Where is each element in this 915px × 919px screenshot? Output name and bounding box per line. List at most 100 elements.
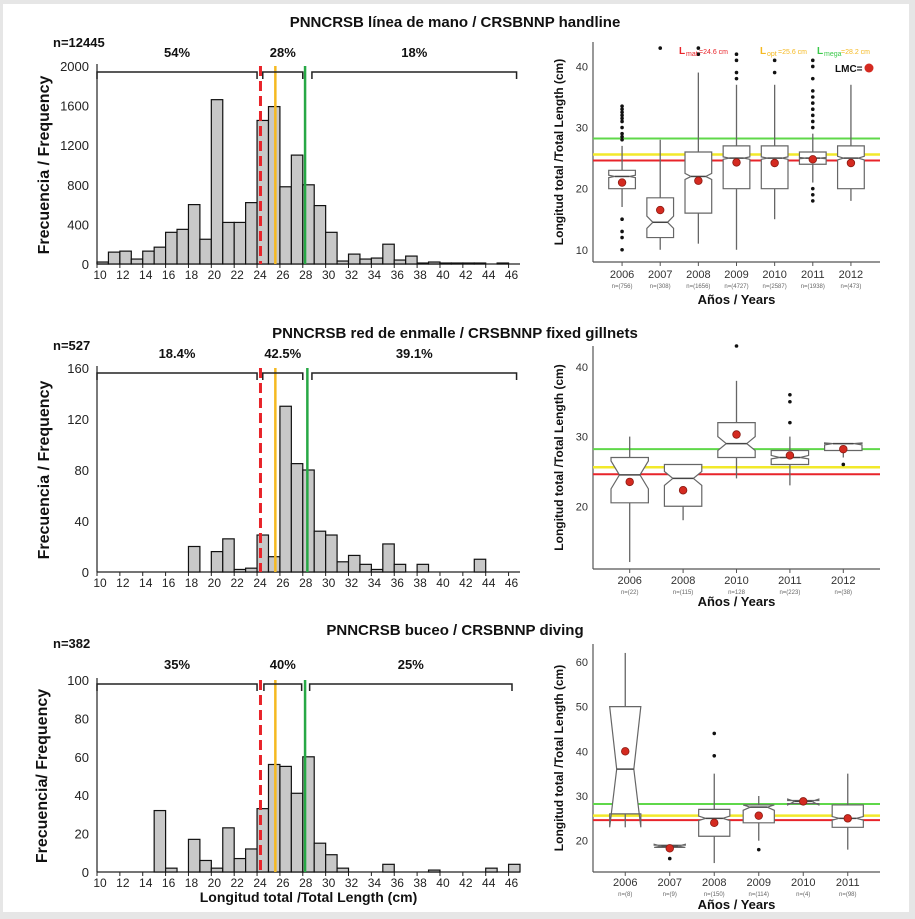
percentage-bracket xyxy=(311,372,518,380)
outlier-point xyxy=(734,76,739,81)
y-tick-label: 40 xyxy=(75,788,89,803)
x-axis-label: Años / Years xyxy=(698,897,776,912)
x-tick-label: 16 xyxy=(162,576,176,590)
x-tick-label: 22 xyxy=(231,876,245,890)
boxplot-panel-diving-boxplot: 20 30 40 50 60 Longitud total /Total Length (… xyxy=(552,644,880,912)
x-tick-label: 34 xyxy=(368,876,382,890)
x-tick-label: 24 xyxy=(253,268,267,282)
outlier-point xyxy=(788,392,792,397)
x-tick-label: 22 xyxy=(231,576,245,590)
y-tick-label: 30 xyxy=(576,791,588,803)
percentage-label: 28% xyxy=(270,45,296,60)
x-tick-label: 30 xyxy=(322,268,336,282)
histogram-bar xyxy=(187,204,201,265)
lmc-mean-point xyxy=(754,811,763,820)
x-tick-label: 2006 xyxy=(617,575,641,587)
outlier-point xyxy=(810,64,815,69)
histogram-bar xyxy=(359,258,372,265)
boxplot-panel-gillnet-boxplot: 20 30 40 Longitud total /Total Length (cm) A… xyxy=(552,344,880,609)
x-tick-label: 36 xyxy=(391,576,405,590)
outlier-point xyxy=(620,137,624,142)
histogram-bar xyxy=(336,260,350,265)
x-tick-label: 30 xyxy=(322,576,336,590)
histogram-bar xyxy=(290,463,304,573)
y-axis-label: Frecuencia/ Frequency xyxy=(34,689,51,863)
x-tick-label: 16 xyxy=(162,876,176,890)
histogram-bar xyxy=(96,261,110,265)
histogram-bar xyxy=(210,99,224,265)
x-tick-label: 14 xyxy=(139,876,153,890)
histogram-bar xyxy=(290,154,304,265)
x-tick-label: 14 xyxy=(139,576,153,590)
x-tick-label: 12 xyxy=(116,268,130,282)
sample-size-label: n=12445 xyxy=(53,35,105,50)
x-tick-label: 20 xyxy=(208,576,222,590)
histogram-bar xyxy=(313,530,327,573)
y-tick-label: 2000 xyxy=(60,59,89,74)
percentage-label: 18.4% xyxy=(159,346,196,361)
x-tick-label: 12 xyxy=(116,576,130,590)
x-tick-label: 2008 xyxy=(686,269,710,281)
y-tick-label: 40 xyxy=(576,746,588,758)
y-axis-label: Frecuencia / Frequency xyxy=(36,381,53,560)
box-sample-size: n=(4) xyxy=(796,892,810,898)
histogram-bar xyxy=(187,838,201,873)
outlier-point xyxy=(810,107,815,112)
x-tick-label: 44 xyxy=(482,268,496,282)
histogram-bar xyxy=(290,792,304,873)
x-tick-label: 18 xyxy=(185,576,199,590)
percentage-label: 39.1% xyxy=(396,346,433,361)
x-tick-label: 20 xyxy=(208,268,222,282)
outlier-point xyxy=(788,399,792,404)
x-tick-label: 44 xyxy=(482,576,496,590)
histogram-bar xyxy=(416,262,430,265)
y-tick-label: 40 xyxy=(576,61,588,73)
box-sample-size: n=(114) xyxy=(749,892,769,898)
legend-lmat-letter: L xyxy=(679,46,685,57)
x-tick-label: 34 xyxy=(368,268,382,282)
y-tick-label: 20 xyxy=(75,827,89,842)
lmc-mean-point xyxy=(678,486,688,495)
box-sample-size: n=(8) xyxy=(618,892,632,898)
outlier-point xyxy=(620,131,624,136)
x-tick-label: 2008 xyxy=(671,575,695,587)
x-tick-label: 38 xyxy=(413,268,427,282)
histogram-bar xyxy=(153,809,167,873)
outlier-point xyxy=(810,113,815,118)
outlier-point xyxy=(734,58,739,63)
box-sample-size: n=(98) xyxy=(839,892,857,898)
x-tick-label: 24 xyxy=(253,876,267,890)
histogram-bar xyxy=(119,250,132,265)
y-tick-label: 60 xyxy=(75,750,89,765)
legend-lmc-dot xyxy=(864,63,874,73)
x-tick-label: 40 xyxy=(436,876,450,890)
x-tick-label: 2006 xyxy=(610,269,634,281)
histogram-bar xyxy=(245,567,258,573)
x-tick-label: 2010 xyxy=(762,269,786,281)
box-sample-size: n=(308) xyxy=(650,284,671,290)
y-tick-label: 400 xyxy=(67,217,89,232)
x-tick-label: 42 xyxy=(459,576,473,590)
histogram-bar xyxy=(279,405,292,573)
x-axis-label: Años / Years xyxy=(698,292,776,307)
histogram-bar xyxy=(405,255,418,265)
histogram-bar xyxy=(370,257,384,265)
histogram-bar xyxy=(507,863,521,873)
histogram-panel-gillnet-histogram: PNNCRSB red de enmalle / CRSBNNP fixed g… xyxy=(36,325,638,590)
x-tick-label: 44 xyxy=(482,876,496,890)
lmc-mean-point xyxy=(843,814,852,823)
figure-frame: PNNCRSB línea de mano / CRSBNNP handline… xyxy=(3,4,909,912)
x-tick-label: 18 xyxy=(185,268,199,282)
x-tick-label: 20 xyxy=(208,876,222,890)
x-tick-label: 2011 xyxy=(778,575,802,587)
outlier-point xyxy=(620,134,624,139)
x-tick-label: 2008 xyxy=(702,877,726,889)
x-tick-label: 32 xyxy=(345,268,359,282)
outlier-point xyxy=(658,46,663,50)
histogram-bar xyxy=(233,221,247,265)
x-tick-label: 2012 xyxy=(839,269,863,281)
x-tick-label: 2011 xyxy=(836,877,860,889)
histogram-bar xyxy=(256,534,270,573)
histogram-bar xyxy=(279,765,292,873)
y-tick-label: 0 xyxy=(82,865,89,880)
